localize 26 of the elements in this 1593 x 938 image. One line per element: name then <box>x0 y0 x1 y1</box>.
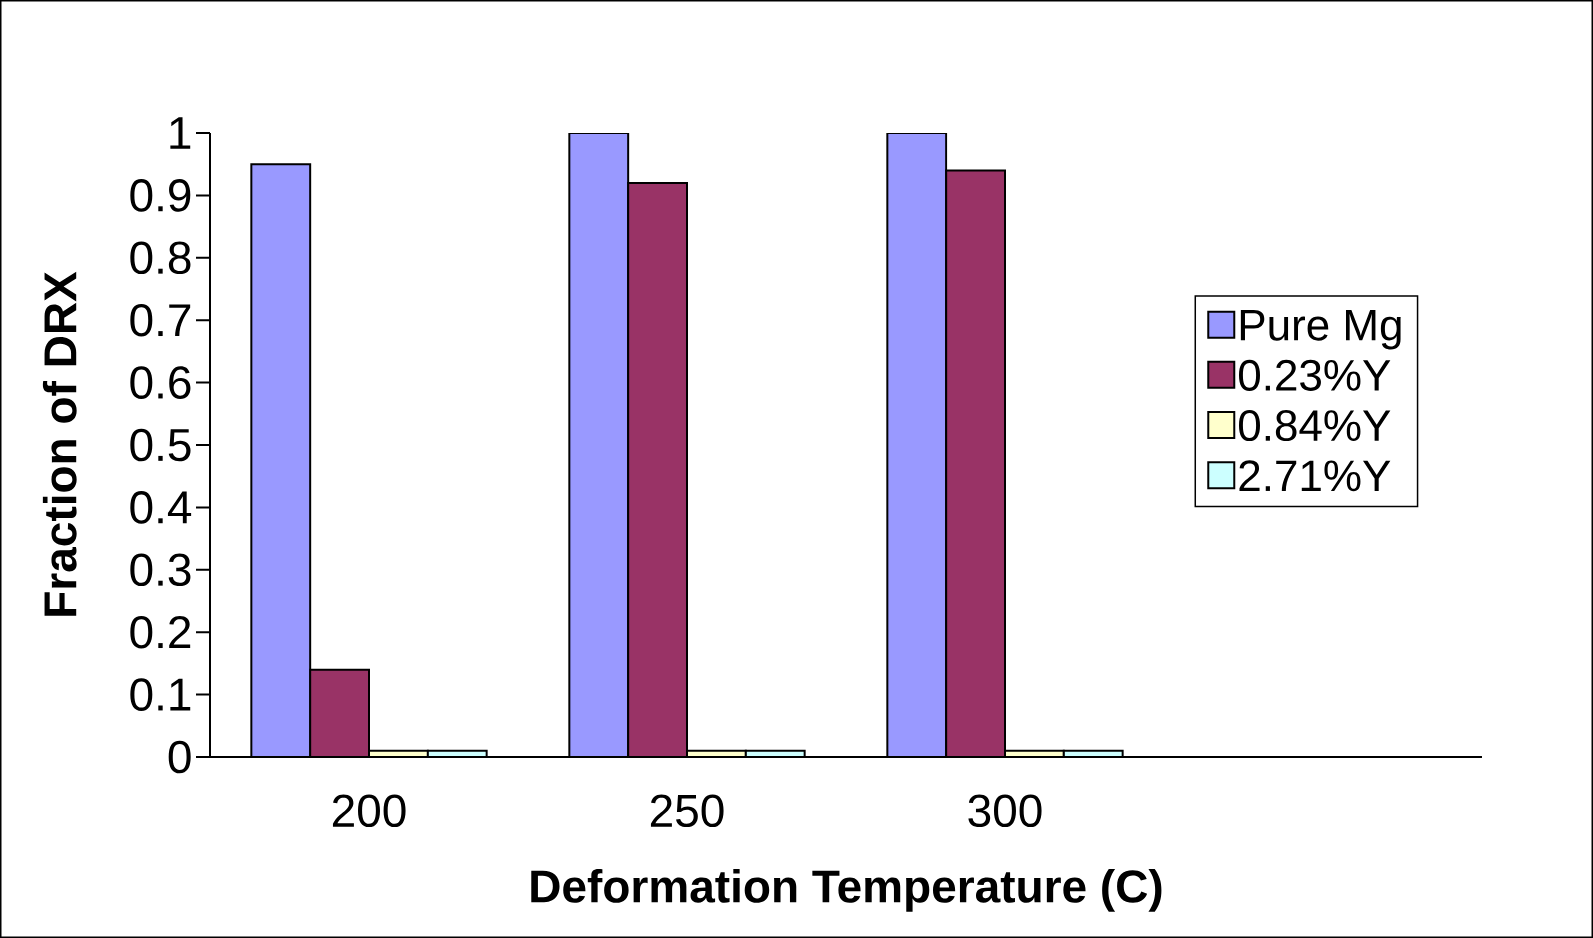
x-tick-label: 250 <box>650 794 724 828</box>
bar <box>886 133 948 757</box>
y-tick-label: 0.4 <box>130 491 192 524</box>
x-axis-title: Deformation Temperature (C) <box>531 868 1162 912</box>
y-tick-label: 0.5 <box>130 428 191 462</box>
bar <box>569 133 629 757</box>
bar <box>628 182 687 757</box>
y-tick-label: 0.2 <box>130 615 191 649</box>
bar <box>310 669 369 757</box>
y-tick-label: 0.1 <box>130 678 191 711</box>
y-tick-label: 0.8 <box>130 241 191 275</box>
legend-label: 0.84%Y <box>1239 409 1391 442</box>
bar <box>251 164 311 757</box>
legend-label: Pure Mg <box>1240 309 1401 350</box>
y-tick-label: 0.9 <box>130 179 191 212</box>
legend-label: 2.71%Y <box>1239 460 1391 492</box>
y-tick-label: 0.3 <box>130 553 191 587</box>
x-tick-label: 300 <box>968 794 1042 828</box>
y-tick-label: 1 <box>170 117 191 149</box>
y-tick-label: 0 <box>168 740 191 774</box>
y-tick-label: 0.6 <box>130 366 191 399</box>
bar <box>945 169 1006 757</box>
y-tick-label: 0.7 <box>130 303 191 337</box>
x-tick-label: 200 <box>332 794 406 828</box>
legend-label: 0.23%Y <box>1239 359 1391 391</box>
y-axis-title: Fraction of DRX <box>42 271 77 616</box>
